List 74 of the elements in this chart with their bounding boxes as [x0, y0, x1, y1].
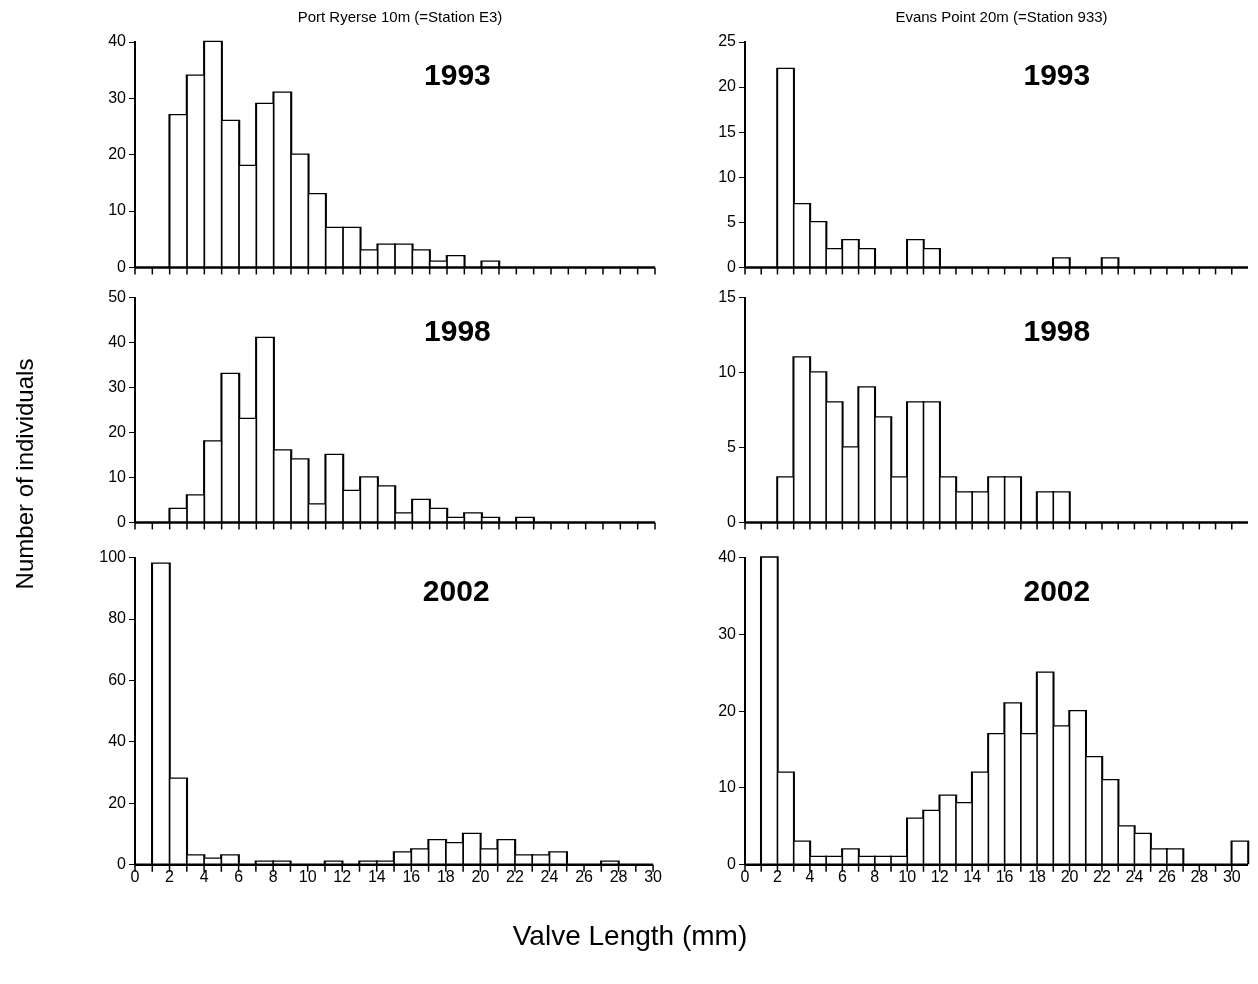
x-tick-label: 22 — [506, 867, 524, 885]
x-tick-label: 16 — [995, 867, 1014, 885]
x-axis-title: Valve Length (mm) — [511, 920, 749, 952]
x-tick-label: 18 — [436, 867, 455, 885]
y-tick-label: 0 — [117, 855, 127, 873]
y-tick-label: 20 — [108, 793, 127, 811]
y-tick-label: 10 — [718, 778, 737, 796]
y-tick-label: 40 — [108, 332, 127, 350]
x-tick-label: 4 — [199, 867, 209, 885]
y-tick-label: 60 — [108, 670, 127, 688]
annotation: 1993 — [424, 58, 491, 92]
x-tick-label: 24 — [540, 867, 559, 885]
x-tick-label: 16 — [402, 867, 421, 885]
y-tick-label: 30 — [108, 88, 127, 106]
x-tick-label: 14 — [367, 867, 386, 885]
y-tick-label: 10 — [718, 167, 737, 185]
y-tick-label: 0 — [727, 257, 737, 275]
y-axis-title: Number of individuals — [11, 357, 39, 592]
y-tick-label: 40 — [718, 548, 737, 566]
x-tick-label: 12 — [930, 867, 949, 885]
x-tick-label: 30 — [644, 867, 663, 885]
x-tick-label: 12 — [333, 867, 352, 885]
y-tick-label: 20 — [718, 77, 737, 95]
y-tick-label: 10 — [108, 467, 127, 485]
x-tick-label: 8 — [268, 867, 278, 885]
x-tick-label: 0 — [740, 867, 750, 885]
y-tick-label: 20 — [718, 701, 737, 719]
y-tick-label: 30 — [718, 624, 737, 642]
x-tick-label: 26 — [1157, 867, 1176, 885]
y-tick-label: 30 — [108, 377, 127, 395]
y-tick-label: 80 — [108, 609, 127, 627]
y-tick-label: 50 — [108, 288, 127, 306]
y-tick-label: 0 — [727, 512, 737, 530]
annotation: 1993 — [1023, 58, 1091, 92]
chart-title: Evans Point 20m (=Station 933) — [894, 8, 1109, 25]
y-tick-label: 5 — [727, 437, 737, 455]
x-tick-label: 20 — [471, 867, 490, 885]
y-tick-label: 100 — [99, 548, 127, 566]
x-tick-label: 8 — [870, 867, 880, 885]
y-tick-label: 20 — [108, 422, 127, 440]
y-tick-label: 0 — [727, 855, 737, 873]
annotation: 2002 — [422, 573, 490, 607]
annotation: 1998 — [1023, 313, 1091, 347]
annotation: 2002 — [1023, 573, 1091, 607]
x-tick-label: 6 — [234, 867, 244, 885]
x-tick-label: 10 — [298, 867, 317, 885]
x-tick-label: 0 — [130, 867, 140, 885]
y-tick-label: 25 — [718, 32, 737, 50]
x-tick-label: 6 — [837, 867, 847, 885]
x-tick-label: 4 — [805, 867, 815, 885]
x-tick-label: 14 — [963, 867, 982, 885]
y-tick-label: 20 — [108, 145, 127, 163]
x-tick-label: 10 — [898, 867, 917, 885]
y-tick-label: 10 — [108, 201, 127, 219]
x-tick-label: 18 — [1028, 867, 1047, 885]
y-tick-label: 15 — [718, 122, 737, 140]
x-tick-label: 28 — [609, 867, 628, 885]
y-tick-label: 0 — [117, 257, 127, 275]
x-tick-label: 30 — [1222, 867, 1241, 885]
y-tick-label: 5 — [727, 212, 737, 230]
x-tick-label: 2 — [165, 867, 175, 885]
x-tick-label: 26 — [575, 867, 594, 885]
x-tick-label: 20 — [1060, 867, 1079, 885]
chart-title: Port Ryerse 10m (=Station E3) — [296, 8, 504, 25]
x-tick-label: 28 — [1190, 867, 1209, 885]
x-tick-label: 22 — [1093, 867, 1111, 885]
y-tick-label: 40 — [108, 732, 127, 750]
y-tick-label: 40 — [108, 32, 127, 50]
x-tick-label: 24 — [1125, 867, 1144, 885]
x-tick-label: 2 — [773, 867, 782, 885]
y-tick-label: 15 — [718, 288, 737, 306]
y-tick-label: 0 — [117, 512, 127, 530]
annotation: 1998 — [424, 313, 491, 347]
y-tick-label: 10 — [718, 362, 737, 380]
